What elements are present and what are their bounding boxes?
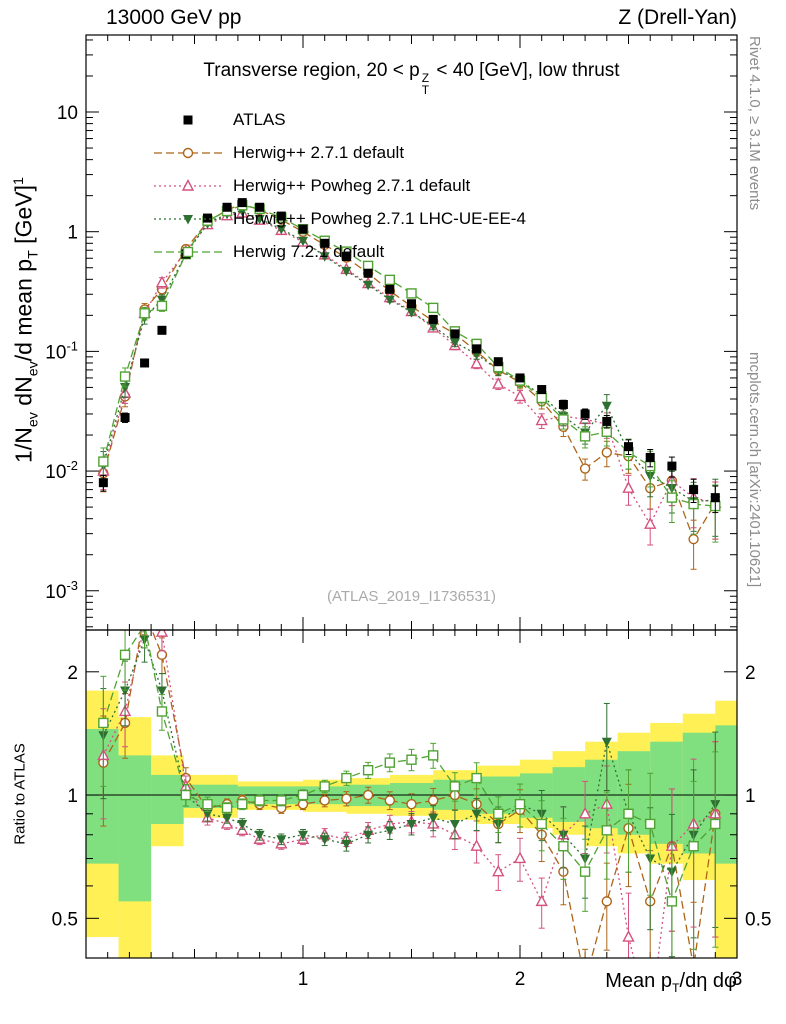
legend-label: Herwig++ Powheg 2.7.1 default [233,175,471,195]
ylabel-fragment: dN [10,376,37,413]
svg-text:10-3: 10-3 [45,578,78,603]
ylabel-subscript: T [25,250,42,259]
ratio-panel-frame [85,629,738,959]
series-atlas [98,198,720,514]
herwigpp-powheg-default-marker-icon [154,178,222,191]
legend-label: ATLAS [233,109,286,129]
title-fragment: < 40 [GeV], low thrust [431,60,620,81]
herwig7-marker-icon [154,246,222,257]
herwigpp-powheg-ue-ee-4-marker-icon [154,214,222,224]
series-herwig-7-2-1-default [98,630,721,958]
ratio-y-axis-label: Ratio to ATLAS [11,743,29,845]
svg-text:1: 1 [67,786,78,807]
legend-item-atlas: ATLAS [150,103,526,136]
legend-item-herwigpp-default: Herwig++ 2.7.1 default [150,136,526,169]
ylabel-subscript: ev [25,361,42,377]
svg-text:3: 3 [732,969,743,990]
xlabel-fragment: /dη dφ [679,970,737,992]
uncertainty-bands [86,690,737,958]
legend-label: Herwig++ 2.7.1 default [233,142,405,162]
svg-text:1: 1 [745,786,756,807]
svg-text:10-2: 10-2 [45,458,78,483]
ylabel-fragment: [GeV] [10,185,37,251]
legend-item-herwig7: Herwig 7.2.1 default [150,235,526,268]
legend-item-herwigpp-powheg-ue-ee-4: Herwig++ Powheg 2.7.1 LHC-UE-EE-4 [150,202,526,235]
svg-text:0.5: 0.5 [52,909,78,930]
svg-text:2: 2 [67,663,78,684]
svg-text:0.5: 0.5 [745,909,771,930]
svg-text:2: 2 [745,663,756,684]
svg-text:10-1: 10-1 [45,338,78,363]
beam-energy-label: 13000 GeV pp [106,6,242,29]
axis-ticks [86,35,737,959]
title-superscript: Z [421,71,430,85]
process-label: Z (Drell-Yan) [618,6,737,29]
svg-text:1: 1 [298,969,309,990]
ylabel-subscript: ev [25,412,42,428]
ylabel-fragment: /d mean p [10,258,37,362]
legend-label: Herwig++ Powheg 2.7.1 LHC-UE-EE-4 [233,208,526,228]
legend: ATLAS Herwig++ 2.7.1 default Herwig++ Po… [150,103,526,268]
mcplots-arxiv-note: mcplots.cern.ch [arXiv:2401.10621] [746,352,763,588]
svg-text:2: 2 [515,969,526,990]
title-fragment: Transverse region, 20 < p [203,60,420,81]
ylabel-superscript: 1 [11,177,28,185]
legend-label: Herwig 7.2.1 default [233,241,385,261]
ylabel-fragment: 1/N [10,427,37,463]
axis-tick-labels: 10 1 10-1 10-2 10-3 2 2 1 1 0.5 0.5 1 2 3 [45,103,771,990]
main-y-axis-label: 1/Nev dNev/d mean pT [GeV]1 [11,177,42,463]
svg-text:10: 10 [57,103,78,124]
x-axis-label: Mean pT/dη dφ [605,970,737,995]
legend-item-herwigpp-powheg-default: Herwig++ Powheg 2.7.1 default [150,169,526,202]
svg-text:1: 1 [67,223,78,244]
analysis-id-watermark: (ATLAS_2019_I1736531) [326,588,496,605]
title-subscript: T [421,83,430,97]
xlabel-fragment: Mean p [605,970,672,992]
rivet-version-note: Rivet 4.1.0, ≥ 3.1M events [746,36,763,211]
xlabel-subscript: T [671,981,680,995]
herwigpp-default-marker-icon [154,147,222,158]
atlas-marker-icon [183,115,193,124]
